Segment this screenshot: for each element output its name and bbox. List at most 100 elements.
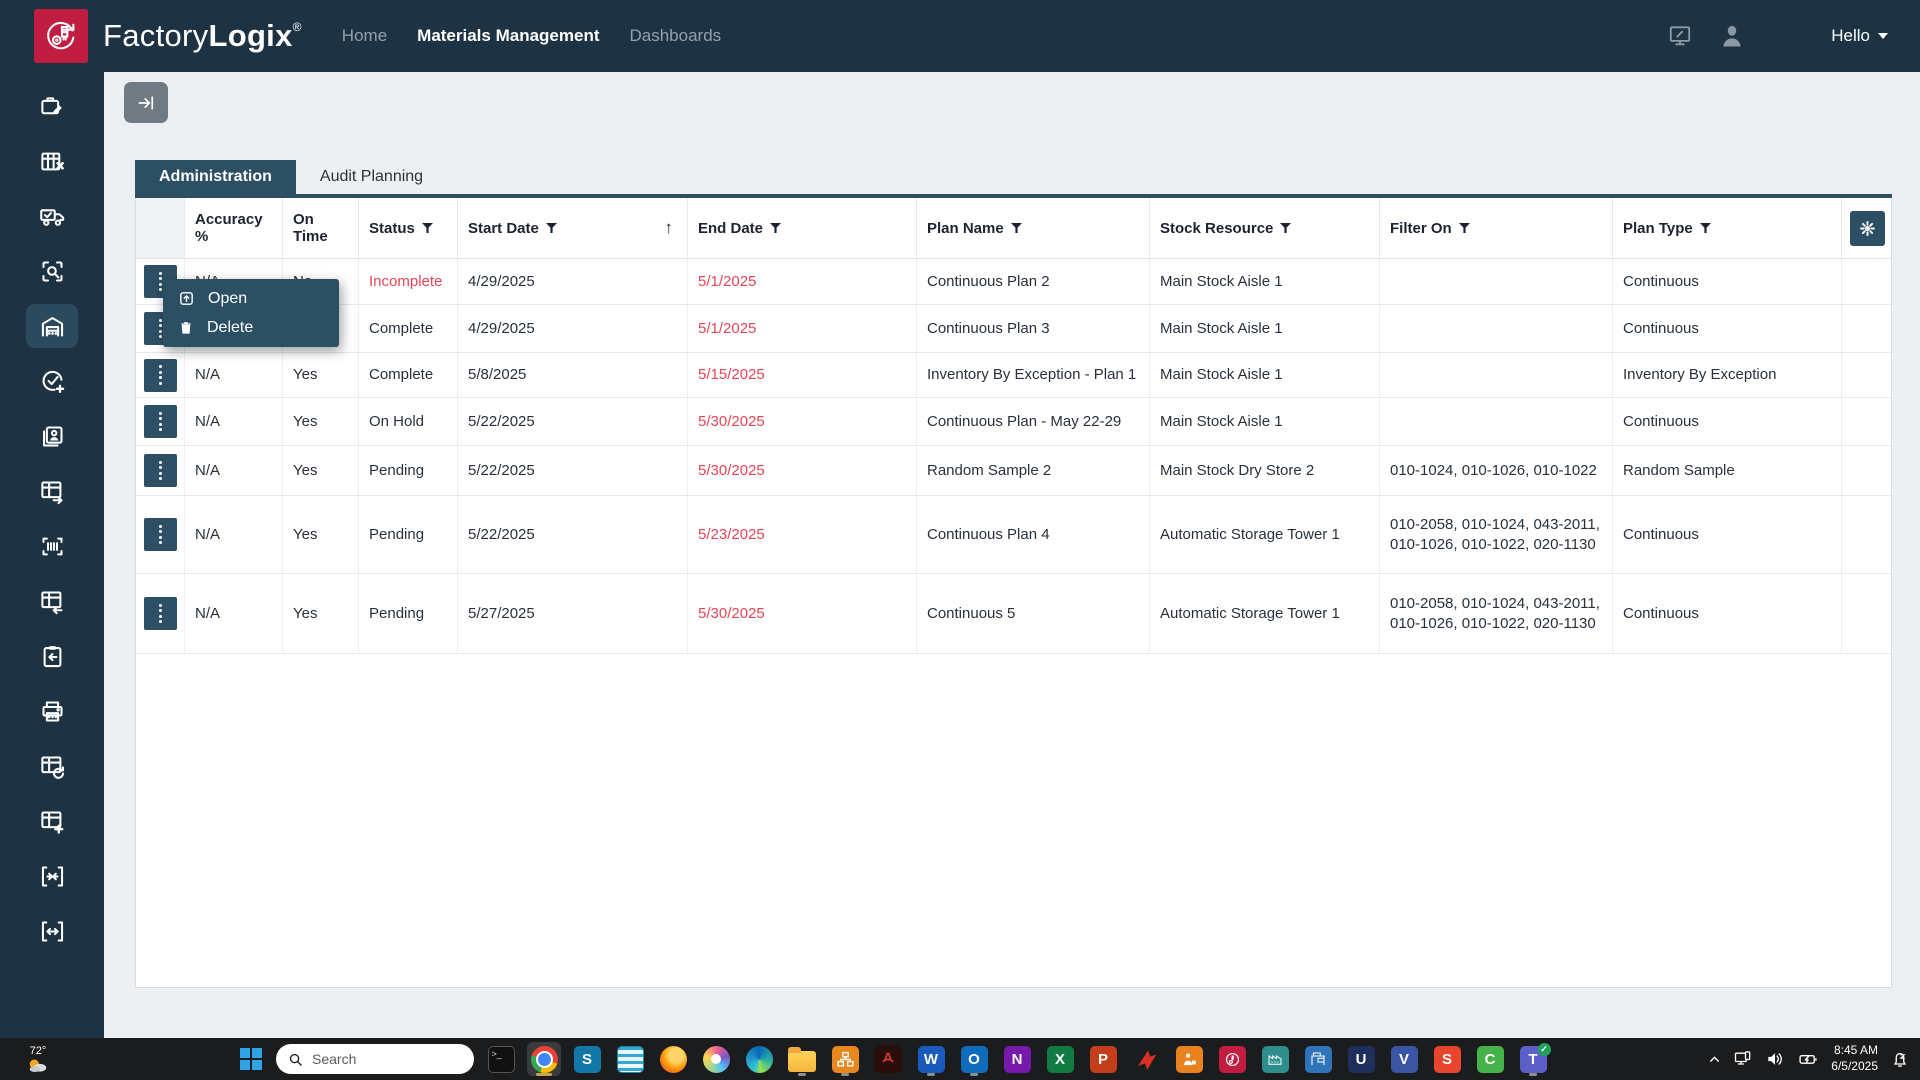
row-menu-button[interactable] (144, 454, 177, 487)
taskbar-app-worker-orange-icon[interactable] (1172, 1042, 1206, 1076)
filter-funnel-icon[interactable] (422, 223, 433, 233)
table-row[interactable]: N/AYesPending5/22/20255/23/2025Continuou… (136, 496, 1891, 574)
tab-administration[interactable]: Administration (135, 160, 296, 194)
sidebar-item-briefcase-edit[interactable] (26, 84, 78, 128)
taskbar-app-excel-icon[interactable]: X (1043, 1042, 1077, 1076)
context-menu-open[interactable]: Open (163, 284, 339, 313)
start-button[interactable] (234, 1042, 268, 1076)
taskbar-search[interactable]: Search (276, 1044, 474, 1074)
taskbar-app-notepad-icon[interactable] (613, 1042, 647, 1076)
context-menu-delete[interactable]: Delete (163, 313, 339, 342)
table-row[interactable]: N/AYesOn Hold5/22/20255/30/2025Continuou… (136, 398, 1891, 446)
taskbar-app-teams-icon[interactable]: T✓ (1516, 1042, 1550, 1076)
column-header-type[interactable]: Plan Type (1613, 198, 1842, 258)
cell-value: N/A (195, 604, 220, 624)
sidebar-item-scan-search[interactable] (26, 249, 78, 293)
taskbar-app-visio-icon[interactable]: V (1387, 1042, 1421, 1076)
sidebar-item-grid-add[interactable] (26, 799, 78, 843)
cell-accuracy: N/A (185, 446, 283, 495)
sidebar-item-grid-transfer-in[interactable] (26, 579, 78, 623)
sidebar-item-barcode-scan[interactable] (26, 524, 78, 568)
taskbar-app-word-icon[interactable]: W (914, 1042, 948, 1076)
taskbar-app-acrobat-icon[interactable] (871, 1042, 905, 1076)
user-menu[interactable]: Hello (1831, 26, 1888, 46)
nav-item-home[interactable]: Home (342, 26, 387, 46)
nav-item-dashboards[interactable]: Dashboards (630, 26, 722, 46)
taskbar-app-desk-blue-icon[interactable] (1301, 1042, 1335, 1076)
filter-funnel-icon[interactable] (546, 223, 557, 233)
tray-volume-icon[interactable] (1765, 1049, 1785, 1069)
taskbar-app-outlook-icon[interactable]: O (957, 1042, 991, 1076)
taskbar-app-diagram-orange-icon[interactable] (828, 1042, 862, 1076)
sidebar-item-clipboard-return[interactable] (26, 634, 78, 678)
row-menu-button[interactable] (144, 359, 177, 392)
sidebar-item-check-add[interactable] (26, 359, 78, 403)
cell-value: 5/23/2025 (698, 525, 765, 545)
column-header-on_time[interactable]: On Time (283, 198, 359, 258)
filter-funnel-icon[interactable] (1280, 223, 1291, 233)
taskbar-app-paint-icon[interactable] (699, 1042, 733, 1076)
collapse-panel-button[interactable] (124, 82, 168, 123)
table-row[interactable]: N/AYesComplete4/29/20255/1/2025Continuou… (136, 305, 1891, 353)
taskbar-app-file-explorer-icon[interactable] (785, 1042, 819, 1076)
column-header-filter[interactable]: Filter On (1380, 198, 1613, 258)
cell-menu (136, 574, 185, 653)
taskbar-app-red-arrow-icon[interactable] (1129, 1042, 1163, 1076)
sidebar-item-grid-remove[interactable] (26, 139, 78, 183)
sidebar-item-printer[interactable] (26, 689, 78, 733)
taskbar-app-u-navy-icon[interactable]: U (1344, 1042, 1378, 1076)
filter-funnel-icon[interactable] (1459, 223, 1470, 233)
column-header-start[interactable]: Start Date↑ (458, 198, 688, 258)
table-row[interactable]: N/AYesPending5/22/20255/30/2025Random Sa… (136, 446, 1891, 496)
column-header-plan[interactable]: Plan Name (917, 198, 1150, 258)
sidebar-item-expand-horizontal[interactable] (26, 909, 78, 953)
sidebar-item-grid-transfer-out[interactable] (26, 469, 78, 513)
table-row[interactable]: N/ANoIncomplete4/29/20255/1/2025Continuo… (136, 259, 1891, 305)
taskbar-app-onenote-icon[interactable]: N (1000, 1042, 1034, 1076)
remote-display-icon[interactable] (1665, 21, 1695, 51)
pinned-apps: >_SWONXPUVSCT✓ (484, 1042, 1550, 1076)
tray-clock[interactable]: 8:45 AM 6/5/2025 (1831, 1043, 1878, 1074)
taskbar-app-camtasia-icon[interactable]: C (1473, 1042, 1507, 1076)
taskbar-app-firefox-icon[interactable] (656, 1042, 690, 1076)
column-settings-button[interactable] (1850, 211, 1885, 246)
sidebar-item-collapse-horizontal[interactable] (26, 854, 78, 898)
table-row[interactable]: N/AYesPending5/27/20255/30/2025Continuou… (136, 574, 1891, 654)
column-header-stock[interactable]: Stock Resource (1150, 198, 1380, 258)
taskbar-app-terminal-icon[interactable]: >_ (484, 1042, 518, 1076)
taskbar-app-factorylogix-icon[interactable] (1215, 1042, 1249, 1076)
sidebar-item-warehouse[interactable] (26, 304, 78, 348)
factorylogix-logo-icon[interactable] (34, 9, 88, 63)
user-icon[interactable] (1717, 21, 1747, 51)
nav-item-materials-management[interactable]: Materials Management (417, 26, 599, 46)
tray-devices-icon[interactable] (1733, 1049, 1753, 1069)
taskbar-app-edge-icon[interactable] (742, 1042, 776, 1076)
taskbar-app-powerpoint-icon[interactable]: P (1086, 1042, 1120, 1076)
sidebar-item-grid-refresh[interactable] (26, 744, 78, 788)
taskbar-app-snagit-icon[interactable]: S (570, 1042, 604, 1076)
taskbar-app-factory-teal-icon[interactable] (1258, 1042, 1292, 1076)
column-header-status[interactable]: Status (359, 198, 458, 258)
row-menu-button[interactable] (144, 405, 177, 438)
row-menu-button[interactable] (144, 597, 177, 630)
cell-on_time: Yes (283, 446, 359, 495)
table-header-row: Accuracy %On TimeStatusStart Date↑End Da… (136, 198, 1891, 259)
cell-type: Continuous (1613, 259, 1842, 304)
taskbar-weather[interactable]: 72° (12, 1046, 64, 1073)
column-header-settings[interactable] (1842, 198, 1892, 258)
row-menu-button[interactable] (144, 518, 177, 551)
column-header-accuracy[interactable]: Accuracy % (185, 198, 283, 258)
tab-audit-planning[interactable]: Audit Planning (296, 160, 447, 194)
column-header-end[interactable]: End Date (688, 198, 917, 258)
sidebar-item-badge-card[interactable] (26, 414, 78, 458)
filter-funnel-icon[interactable] (770, 223, 781, 233)
table-row[interactable]: N/AYesComplete5/8/20255/15/2025Inventory… (136, 353, 1891, 398)
filter-funnel-icon[interactable] (1700, 223, 1711, 233)
filter-funnel-icon[interactable] (1011, 223, 1022, 233)
tray-chevron-up-icon[interactable] (1708, 1053, 1721, 1066)
taskbar-app-chrome-icon[interactable] (527, 1042, 561, 1076)
sidebar-item-truck-check[interactable] (26, 194, 78, 238)
tray-battery-icon[interactable] (1797, 1049, 1819, 1069)
taskbar-app-s-red-icon[interactable]: S (1430, 1042, 1464, 1076)
tray-notification-bell-icon[interactable] (1890, 1049, 1910, 1069)
